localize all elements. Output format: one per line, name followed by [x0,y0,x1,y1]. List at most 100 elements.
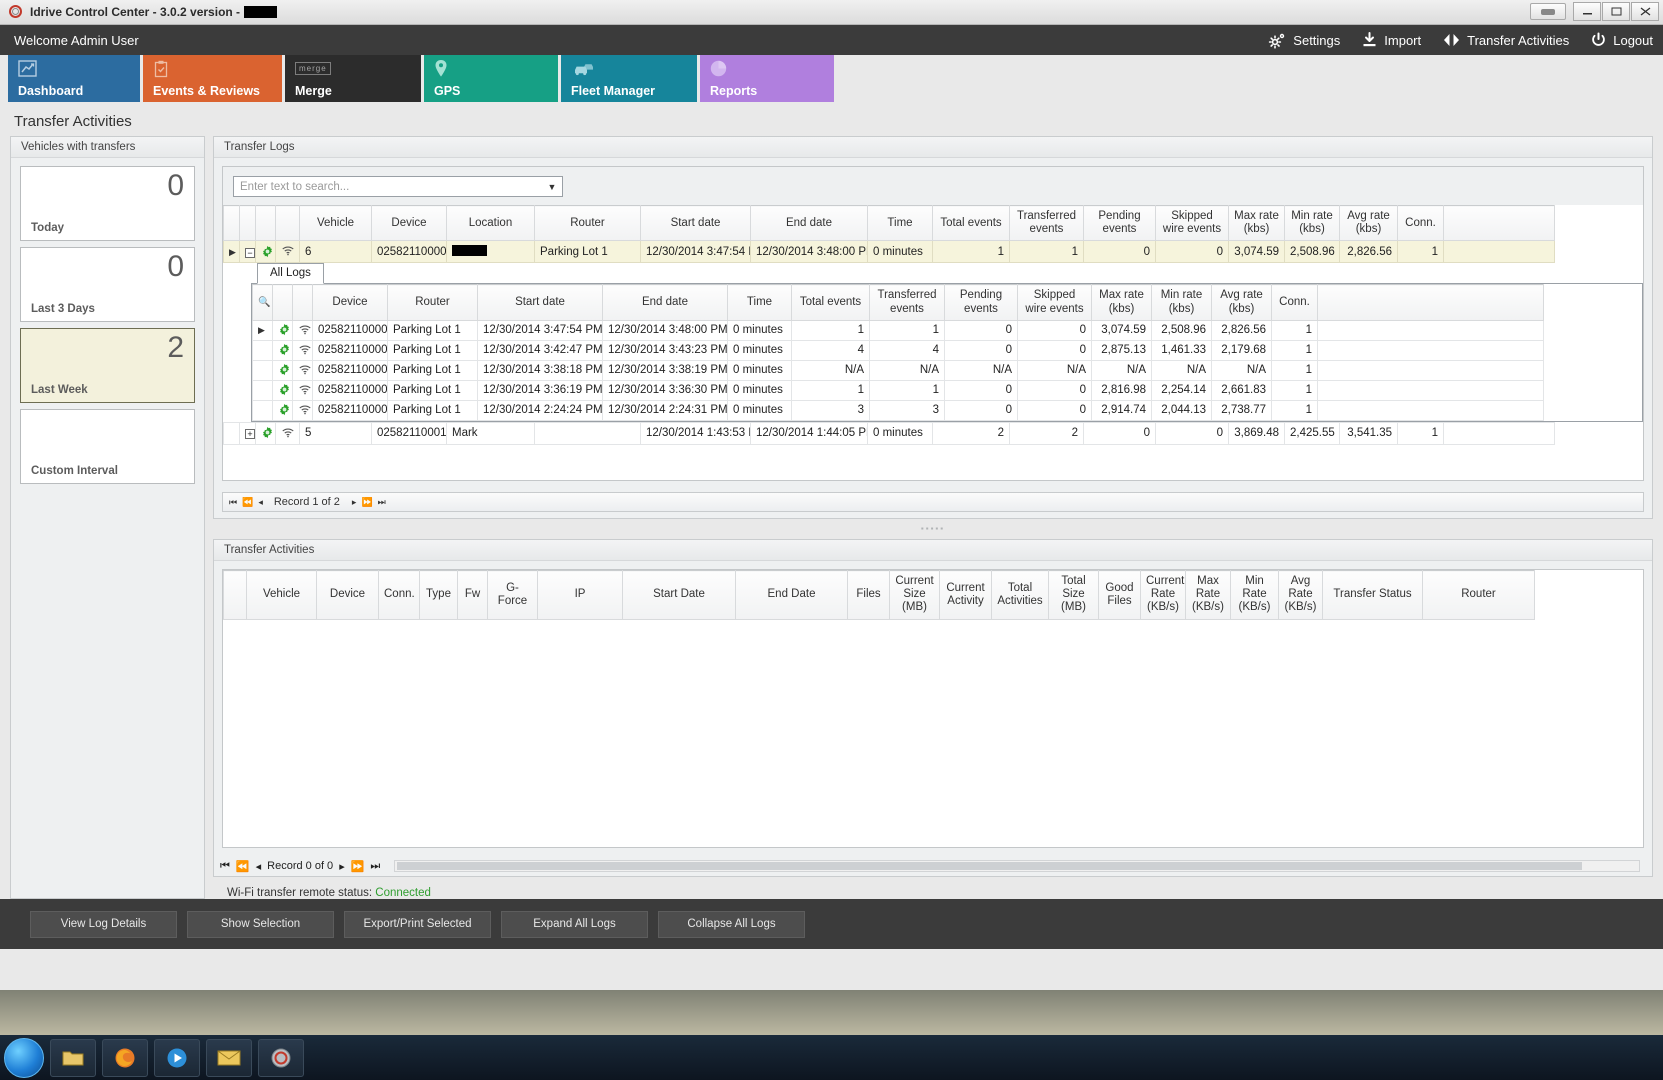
col-conn[interactable]: Conn. [1397,204,1444,242]
act-col-files[interactable]: Files [847,570,890,620]
magnifier-icon[interactable]: 🔍 [258,297,271,309]
col-transferred-events[interactable]: Transferred events [1009,204,1084,242]
act-col-good-files[interactable]: Good Files [1098,570,1141,620]
detail-col-time[interactable]: Time [727,284,792,321]
detail-col-min-rate[interactable]: Min rate (kbs) [1151,284,1212,321]
import-menu-item[interactable]: Import [1362,32,1421,48]
transfer-activities-menu-item[interactable]: Transfer Activities [1443,32,1569,48]
act-pager-prev-button[interactable]: ◂ [255,860,262,873]
media-icon[interactable] [154,1038,200,1077]
tab-all-logs[interactable]: All Logs [257,263,324,285]
detail-col-start-date[interactable]: Start date [477,284,603,321]
col-device[interactable]: Device [371,204,447,242]
pager-prev-button[interactable]: ◂ [258,496,262,507]
idrive-icon[interactable] [258,1038,304,1077]
close-button[interactable] [1631,2,1659,21]
act-col-current-activity[interactable]: Current Activity [939,570,992,620]
table-row[interactable]: 025821100006 Parking Lot 1 12/30/2014 3:36… [252,379,1544,401]
mail-icon[interactable] [206,1038,252,1077]
col-total-events[interactable]: Total events [932,204,1010,242]
detail-col-conn[interactable]: Conn. [1271,284,1318,321]
minimize-button[interactable] [1573,2,1601,21]
act-pager-next-page-button[interactable]: ⏩ [350,860,365,873]
tile-fleet-manager[interactable]: Fleet Manager [561,55,697,102]
col-max-rate[interactable]: Max rate (kbs) [1228,204,1285,242]
col-end-date[interactable]: End date [750,204,868,242]
col-min-rate[interactable]: Min rate (kbs) [1284,204,1340,242]
show-selection-button[interactable]: Show Selection [187,910,334,938]
start-orb-icon[interactable] [4,1037,44,1078]
tile-merge[interactable]: merge Merge [285,55,421,102]
act-col-device[interactable]: Device [316,570,379,620]
pager-next-page-button[interactable]: ⏩ [361,496,372,507]
collapse-all-logs-button[interactable]: Collapse All Logs [658,910,805,938]
act-col-router[interactable]: Router [1422,570,1535,620]
detail-col-router[interactable]: Router [387,284,478,321]
col-vehicle[interactable]: Vehicle [299,204,372,242]
act-col-total-size[interactable]: Total Size (MB) [1048,570,1099,620]
act-pager-last-button[interactable]: ⏭ [370,859,381,872]
act-col-min-rate[interactable]: Min Rate (KB/s) [1230,570,1279,620]
col-avg-rate[interactable]: Avg rate (kbs) [1339,204,1398,242]
detail-col-transferred-events[interactable]: Transferred events [869,284,945,321]
tile-events-reviews[interactable]: Events & Reviews [143,55,282,102]
col-router[interactable]: Router [534,204,641,242]
table-row[interactable]: ▶ 025821100006 Parking Lot 1 12/30/2014 3:4… [252,319,1544,341]
act-col-vehicle[interactable]: Vehicle [246,570,317,620]
tile-reports[interactable]: Reports [700,55,834,102]
act-col-end-date[interactable]: End Date [735,570,848,620]
sidebar-card-today[interactable]: 0 Today [20,166,195,241]
detail-col-total-events[interactable]: Total events [791,284,870,321]
pager-next-button[interactable]: ▸ [351,496,356,507]
detail-search-icon-cell[interactable]: 🔍 [252,284,273,321]
file-explorer-icon[interactable] [50,1038,96,1077]
firefox-icon[interactable] [102,1038,148,1077]
act-col-max-rate[interactable]: Max Rate (KB/s) [1185,570,1231,620]
scrollbar-thumb[interactable] [397,862,1583,870]
detail-col-device[interactable]: Device [312,284,388,321]
logout-menu-item[interactable]: Logout [1591,32,1653,48]
act-col-conn[interactable]: Conn. [378,570,420,620]
export-print-selected-button[interactable]: Export/Print Selected [344,910,491,938]
table-row[interactable]: 025821100006 Parking Lot 1 12/30/2014 3:42… [252,339,1544,361]
view-log-details-button[interactable]: View Log Details [30,910,177,938]
act-col-current-size[interactable]: Current Size (MB) [889,570,940,620]
act-col-current-rate[interactable]: Current Rate (KB/s) [1140,570,1186,620]
act-col-fw[interactable]: Fw [457,570,488,620]
panel-splitter[interactable]: ▪▪▪▪▪ [920,524,946,533]
tile-gps[interactable]: GPS [424,55,558,102]
pager-last-button[interactable]: ⏭ [377,496,386,507]
row-expander-button[interactable]: − [239,240,256,264]
col-time[interactable]: Time [867,204,933,242]
col-location[interactable]: Location [446,204,535,242]
row-expander-button[interactable]: + [239,421,256,445]
act-col-transfer-status[interactable]: Transfer Status [1322,570,1423,620]
detail-col-skipped-wire-events[interactable]: Skipped wire events [1017,284,1092,321]
act-pager-next-button[interactable]: ▸ [339,860,345,873]
settings-menu-item[interactable]: Settings [1267,32,1340,49]
table-row[interactable]: 025821100006 Parking Lot 1 12/30/2014 2:24… [252,399,1544,421]
act-col-type[interactable]: Type [419,570,458,620]
restore-down-button[interactable] [1530,3,1566,20]
act-col-gforce[interactable]: G-Force [487,570,538,620]
tile-dashboard[interactable]: Dashboard [8,55,140,102]
chevron-down-icon[interactable]: ▼ [547,181,557,192]
expand-all-logs-button[interactable]: Expand All Logs [501,910,648,938]
detail-col-pending-events[interactable]: Pending events [944,284,1018,321]
horizontal-scrollbar[interactable] [394,860,1640,872]
col-start-date[interactable]: Start date [640,204,751,242]
col-pending-events[interactable]: Pending events [1083,204,1156,242]
act-pager-prev-page-button[interactable]: ⏪ [235,860,250,873]
table-row[interactable]: + 5 025821100014 Mark 12/30/2014 1: [223,421,1555,445]
act-col-ip[interactable]: IP [537,570,623,620]
act-col-start-date[interactable]: Start Date [622,570,736,620]
act-pager-first-button[interactable]: ⏮ [220,859,230,872]
pager-prev-page-button[interactable]: ⏪ [242,496,253,507]
search-input[interactable]: Enter text to search... ▼ [233,176,563,197]
maximize-button[interactable] [1602,2,1630,21]
sidebar-card-custom-interval[interactable]: Custom Interval [20,409,195,484]
pager-first-button[interactable]: ⏮ [229,496,237,507]
detail-col-avg-rate[interactable]: Avg rate (kbs) [1211,284,1272,321]
table-row[interactable]: 025821100006 Parking Lot 1 12/30/2014 3:38… [252,359,1544,381]
sidebar-card-last-3-days[interactable]: 0 Last 3 Days [20,247,195,322]
